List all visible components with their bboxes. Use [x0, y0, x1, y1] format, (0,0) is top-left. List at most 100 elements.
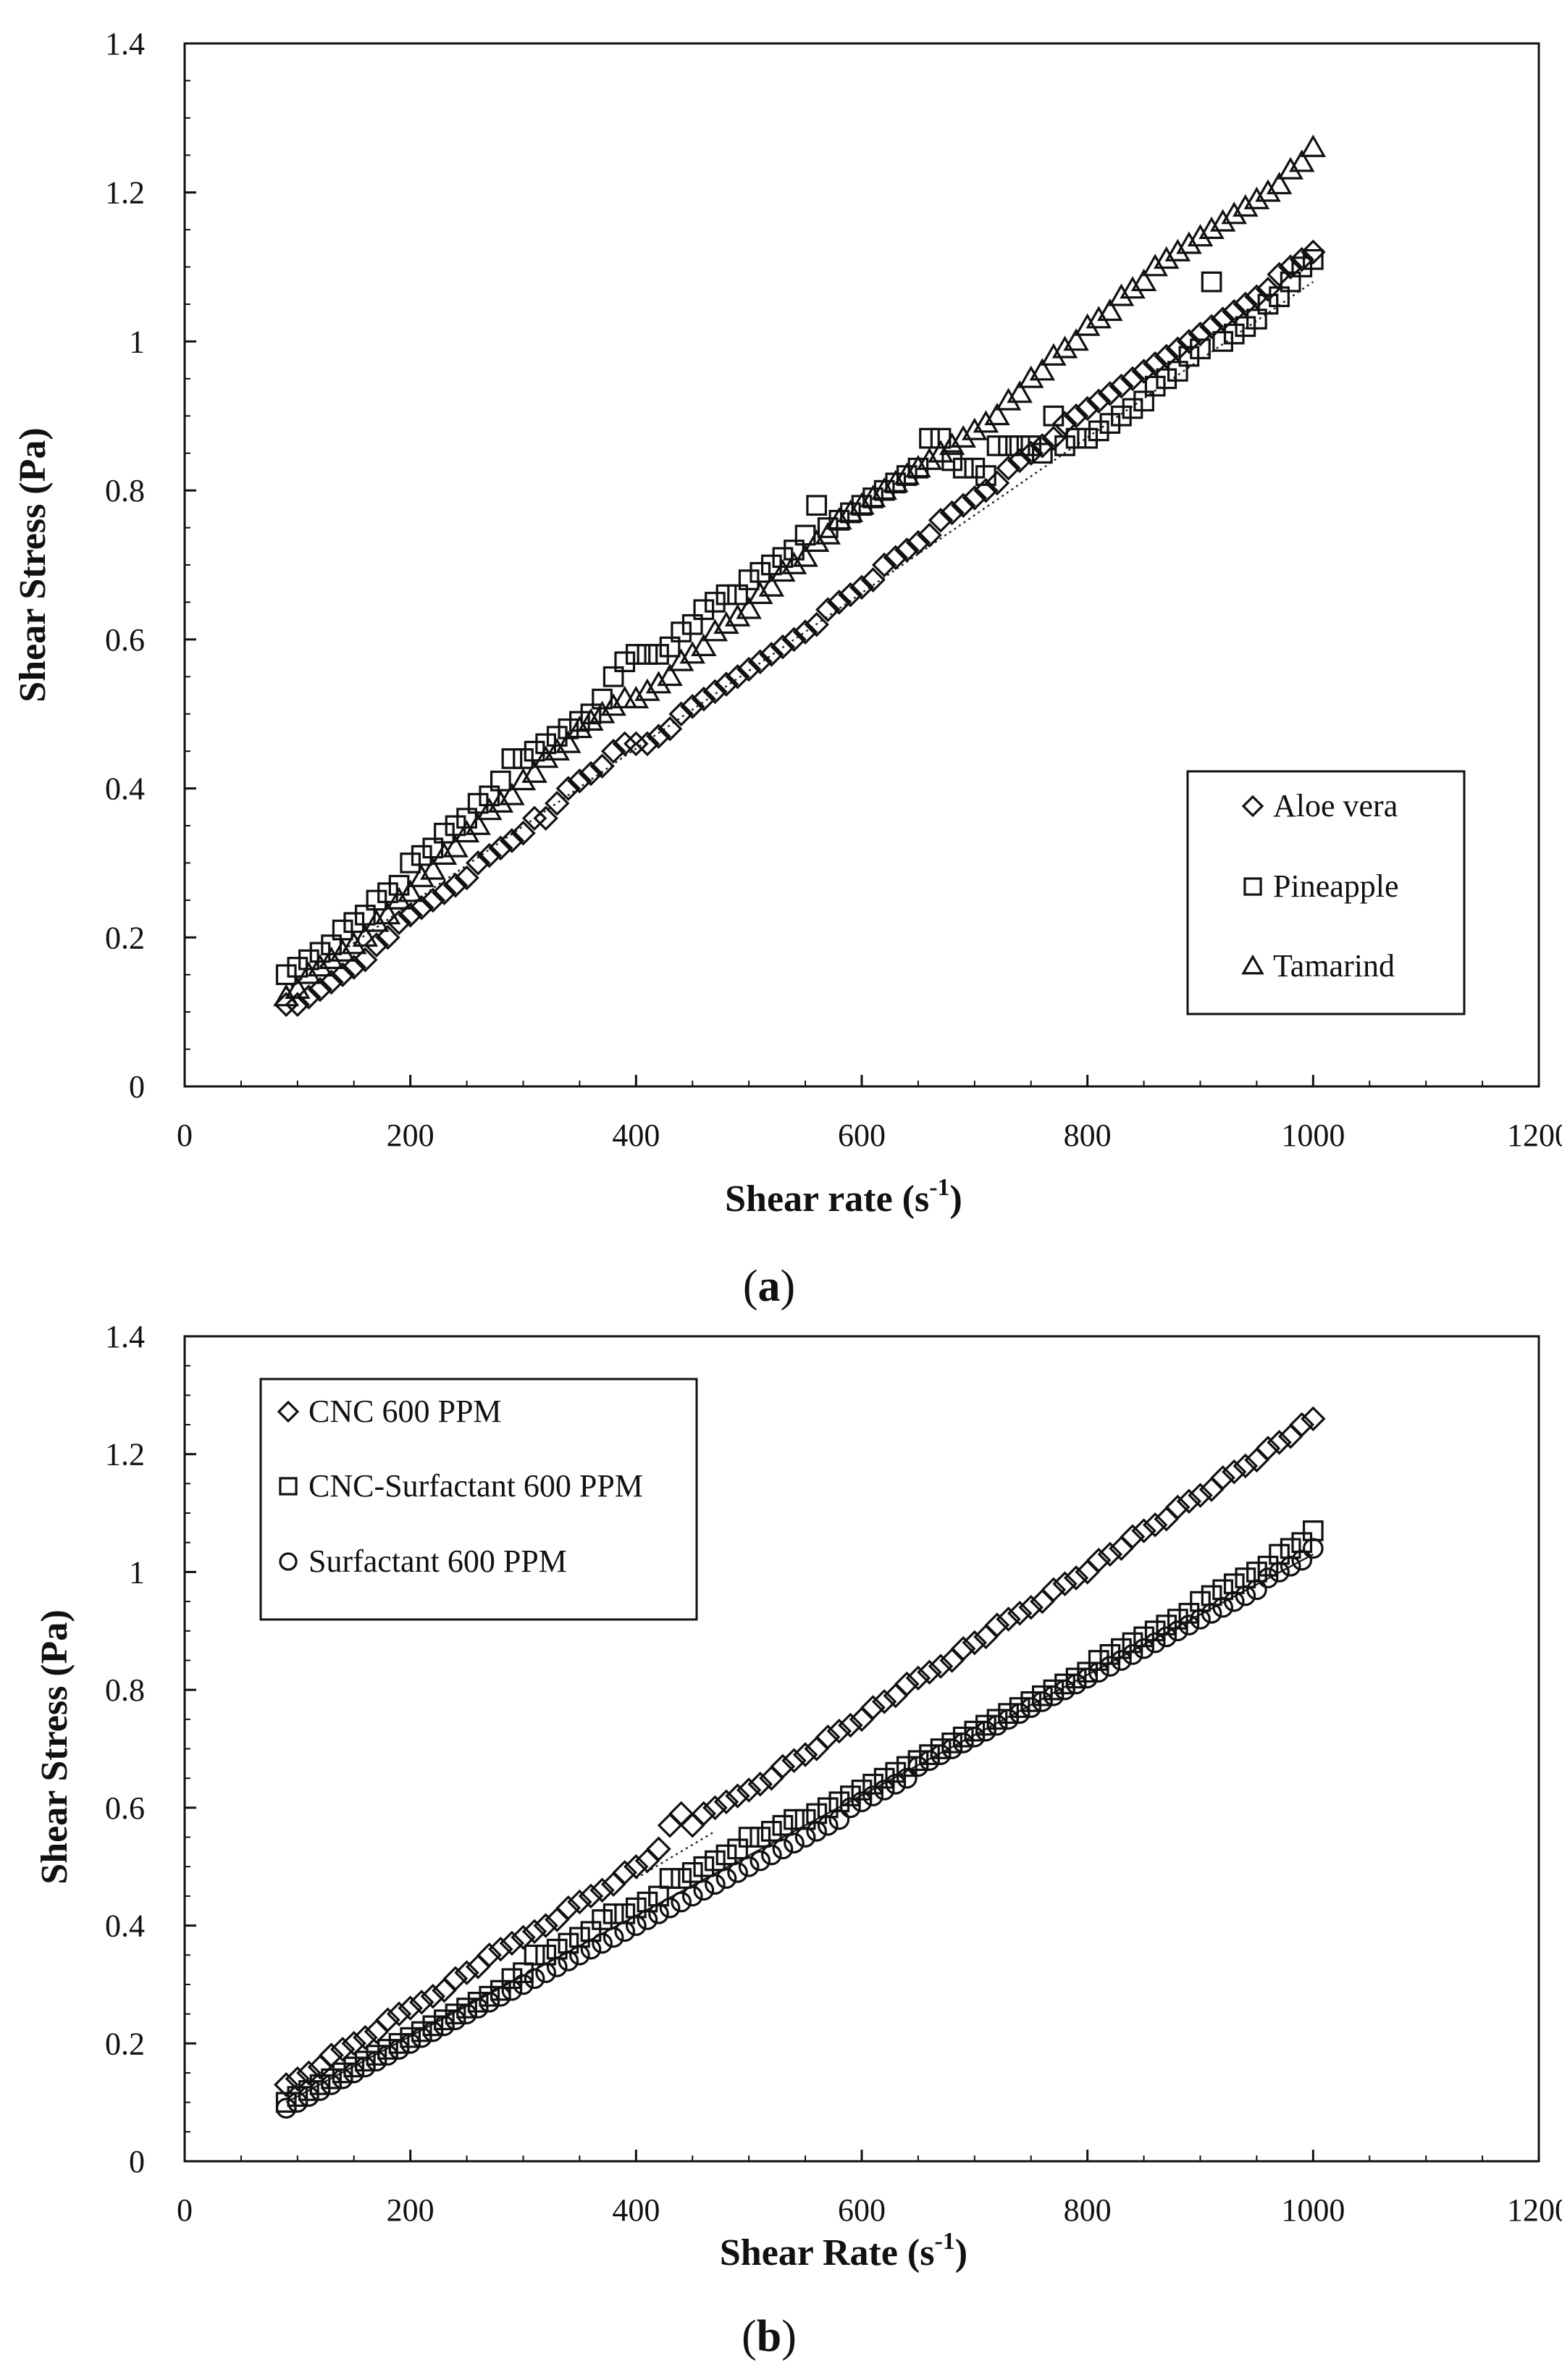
chart-a-point-tamarind — [871, 477, 897, 500]
chart-b-y-tick-label: 0.6 — [105, 1790, 145, 1826]
chart-a-point-tamarind — [1153, 246, 1180, 269]
chart-a-point-pineapple — [705, 592, 726, 613]
chart-a-point-aloe-vera — [521, 805, 547, 831]
chart-b-point-surfactant-600-ppm — [1280, 1555, 1301, 1577]
chart-b-point-cnc-surfactant-600-ppm — [873, 1767, 895, 1789]
chart-b-point-cnc-surfactant-600-ppm — [1054, 1673, 1075, 1695]
chart-b-point-cnc-600-ppm — [770, 1753, 796, 1780]
chart-b-point-cnc-600-ppm — [1188, 1483, 1213, 1508]
chart-b-point-cnc-600-ppm — [589, 1877, 615, 1903]
chart-a-point-pineapple — [1190, 338, 1211, 360]
chart-b-point-cnc-surfactant-600-ppm — [501, 1968, 523, 1990]
chart-b-x-tick-label: 600 — [838, 2192, 886, 2228]
chart-b-x-tick-label: 0 — [177, 2192, 193, 2228]
chart-b-point-surfactant-600-ppm — [941, 1738, 963, 1759]
chart-b-point-cnc-600-ppm — [747, 1772, 773, 1797]
chart-b-point-surfactant-600-ppm — [602, 1927, 624, 1948]
chart-b-point-surfactant-600-ppm — [930, 1744, 952, 1765]
chart-a-point-pineapple — [1269, 286, 1290, 308]
chart-a-point-aloe-vera — [307, 977, 333, 1002]
chart-b-point-surfactant-600-ppm — [1201, 1603, 1222, 1624]
chart-b-point-cnc-surfactant-600-ppm — [445, 2003, 466, 2024]
chart-a-panel-letter: a — [758, 1262, 781, 1311]
chart-b-legend: CNC 600 PPM CNC-Surfactant 600 PPM Surfact… — [259, 1378, 698, 1621]
chart-a-point-pineapple — [1111, 405, 1132, 427]
chart-a-point-pineapple — [1201, 271, 1222, 293]
chart-b-x-axis: 0 200 400 600 800 1000 1200 — [177, 2150, 1562, 2228]
chart-b-point-surfactant-600-ppm — [873, 1780, 895, 1801]
chart-b-point-cnc-surfactant-600-ppm — [602, 1903, 624, 1924]
chart-a-point-aloe-vera — [950, 493, 976, 518]
chart-a-point-aloe-vera — [939, 500, 965, 526]
chart-b-x-axis-label-sup: -1 — [934, 2228, 954, 2255]
chart-a-point-tamarind — [1255, 179, 1281, 202]
chart-a-point-pineapple — [659, 636, 681, 658]
chart-a-point-tamarind — [465, 812, 491, 835]
chart-b-point-surfactant-600-ppm — [671, 1891, 692, 1913]
chart-a-point-aloe-vera — [928, 508, 954, 533]
chart-a-point-pineapple — [400, 852, 421, 873]
chart-a-point-aloe-vera — [1267, 261, 1292, 288]
chart-a-point-pineapple — [998, 435, 1019, 456]
chart-b-point-cnc-600-ppm — [375, 2007, 400, 2033]
chart-b-point-cnc-600-ppm — [917, 1659, 942, 1685]
chart-a-point-tamarind — [318, 946, 345, 969]
chart-a-x-tick-label: 800 — [1064, 1118, 1112, 1153]
chart-b-point-surfactant-600-ppm — [592, 1932, 613, 1954]
chart-a-point-tamarind — [950, 424, 977, 448]
chart-b-point-cnc-surfactant-600-ppm — [354, 2050, 376, 2072]
chart-b-point-surfactant-600-ppm — [569, 1944, 590, 1966]
chart-a-point-tamarind — [1187, 224, 1214, 247]
chart-b-point-cnc-600-ppm — [1267, 1430, 1292, 1455]
chart-a-point-tamarind — [499, 782, 525, 805]
chart-a-point-aloe-vera — [1120, 366, 1146, 392]
chart-a-point-aloe-vera — [905, 529, 931, 556]
chart-b-point-cnc-surfactant-600-ppm — [434, 2009, 455, 2031]
chart-b-point-cnc-600-ppm — [1131, 1518, 1156, 1543]
chart-a-point-aloe-vera — [353, 947, 378, 973]
chart-b-point-surfactant-600-ppm — [377, 2045, 398, 2066]
chart-b-x-axis-label-text: Shear Rate (s — [720, 2232, 935, 2274]
chart-a-x-tick-label: 1200 — [1507, 1118, 1562, 1153]
chart-b-point-cnc-surfactant-600-ppm — [705, 1850, 726, 1872]
chart-a-point-aloe-vera — [544, 790, 570, 816]
chart-a-point-pineapple — [1133, 390, 1154, 412]
chart-b-point-surfactant-600-ppm — [287, 2092, 308, 2113]
chart-a-point-pineapple — [952, 457, 974, 479]
chart-a-point-aloe-vera — [398, 902, 423, 928]
chart-a-point-aloe-vera — [883, 545, 909, 570]
chart-a-panel-paren-close: ) — [781, 1262, 796, 1311]
chart-a-point-tamarind — [849, 492, 875, 515]
chart-b-point-cnc-600-ppm — [1086, 1547, 1112, 1573]
chart-a-point-pineapple — [986, 435, 1008, 456]
chart-b-point-cnc-surfactant-600-ppm — [1065, 1667, 1087, 1689]
chart-b-point-cnc-600-ppm — [984, 1612, 1010, 1638]
chart-b-point-cnc-600-ppm — [894, 1671, 920, 1697]
chart-a-point-aloe-vera — [1097, 381, 1123, 406]
chart-a-point-tamarind — [578, 708, 604, 731]
chart-b-point-cnc-600-ppm — [1041, 1577, 1067, 1603]
chart-b-point-surfactant-600-ppm — [715, 1868, 737, 1889]
chart-a-point-tamarind — [1221, 201, 1248, 225]
chart-b-point-surfactant-600-ppm — [806, 1821, 828, 1842]
chart-a-point-tamarind — [442, 834, 469, 858]
chart-a-point-tamarind — [1198, 216, 1225, 239]
chart-a-point-pineapple — [975, 465, 996, 486]
chart-a-point-pineapple — [1099, 413, 1121, 434]
chart-b-point-surfactant-600-ppm — [501, 1979, 523, 2001]
chart-b-point-cnc-surfactant-600-ppm — [456, 1998, 477, 2019]
chart-a-point-pineapple — [1156, 368, 1177, 390]
chart-a-point-aloe-vera — [1041, 425, 1067, 451]
chart-a-point-aloe-vera — [838, 582, 863, 608]
chart-b-point-surfactant-600-ppm — [1156, 1626, 1177, 1648]
chart-b-point-surfactant-600-ppm — [964, 1726, 986, 1748]
chart-a-point-aloe-vera — [1277, 254, 1303, 280]
chart-b-point-surfactant-600-ppm — [1223, 1591, 1245, 1612]
chart-a-point-aloe-vera — [1289, 247, 1315, 272]
chart-a: 0 0.2 0.4 0.6 0.8 1 1.2 1.4 0 200 400 600 800 1000 120… — [12, 26, 1562, 1311]
chart-a-point-aloe-vera — [420, 887, 446, 913]
chart-a-point-pineapple — [1054, 435, 1075, 456]
chart-b-point-cnc-surfactant-600-ppm — [907, 1750, 929, 1772]
chart-a-point-pineapple — [1291, 256, 1313, 277]
chart-b-point-surfactant-600-ppm — [1144, 1632, 1166, 1654]
